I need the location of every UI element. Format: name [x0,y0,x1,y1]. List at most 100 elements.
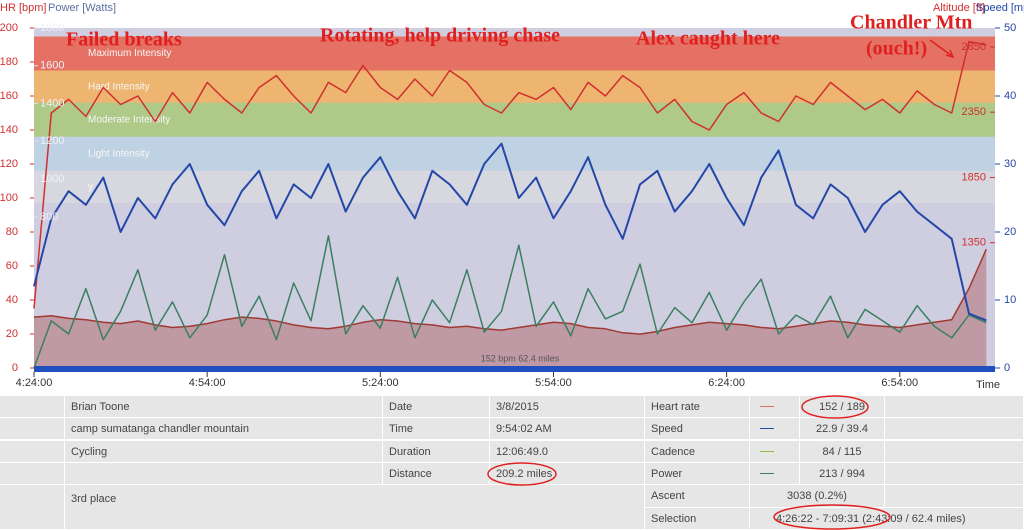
table-cell [885,441,1024,463]
speed-tick-label: 50 [1004,22,1016,34]
table-cell: 213 / 994 [800,463,885,485]
y-tick-label: 20 [6,328,18,340]
y-tick-label: 180 [0,56,18,68]
intensity-zone [34,36,995,71]
y-tick-label: 140 [0,124,18,136]
table-cell [0,485,65,530]
table-cell: Cadence [645,441,750,463]
table-cell [0,441,65,463]
y-tick-label: 100 [0,192,18,204]
table-cell: 22.9 / 39.4 [800,418,885,440]
altitude-fill [34,249,987,368]
power-tick-label: 1400 [40,97,64,109]
table-cell: Brian Toone [65,396,383,418]
table-cell [65,463,383,485]
table-cell: 9:54:02 AM [490,418,645,440]
y-tick-label: 60 [6,260,18,272]
table-cell: Duration [383,441,490,463]
status-label: 152 bpm 62.4 miles [481,353,560,363]
x-tick-label: 4:24:00 [16,377,53,389]
table-cell [0,418,65,440]
table-cell: Heart rate [645,396,750,418]
table-cell: 12:06:49.0 [490,441,645,463]
zone-label: Light Intensity [88,148,150,159]
x-tick-label: 4:54:00 [189,377,226,389]
table-cell [885,485,1024,508]
x-tick-label: 5:54:00 [535,377,572,389]
series-line [33,40,987,309]
intensity-zone [34,102,995,137]
y-tick-label: 80 [6,226,18,238]
altitude-tick-label: 1350 [962,237,986,249]
table-cell [750,396,800,418]
table-cell: camp sumatanga chandler mountain [65,418,383,440]
table-cell: Power [645,463,750,485]
x-axis-bar [34,366,995,372]
legend-line [760,428,774,429]
annotation-arrow [929,39,953,57]
power-tick-label: 1600 [40,60,64,72]
table-cell: Time [383,418,490,440]
speed-tick-label: 20 [1004,226,1016,238]
annotation: Failed breaks [66,29,182,51]
table-cell: Distance [383,463,490,485]
speed-tick-label: 40 [1004,90,1016,102]
table-cell: 4:26:22 - 7:09:31 (2:43:09 / 62.4 miles) [750,508,1024,530]
annotation: Rotating, help driving chase [320,25,560,47]
y-tick-label: 160 [0,90,18,102]
table-cell: 3/8/2015 [490,396,645,418]
series-line [33,235,987,369]
table-cell: Date [383,396,490,418]
table-cell: Ascent [645,485,750,508]
annotation: (ouch!) [866,38,927,60]
table-cell [0,396,65,418]
table-cell: 152 / 189 [800,396,885,418]
table-cell: 3rd place [65,485,645,530]
zone-label: y [88,182,93,193]
table-cell [750,418,800,440]
table-cell [885,418,1024,440]
speed-tick-label: 0 [1004,362,1010,374]
altitude-tick-label: 2850 [962,41,986,53]
speed-tick-label: 30 [1004,158,1016,170]
zone-label: Moderate Intensity [88,114,170,125]
altitude-tick-label: 2350 [962,106,986,118]
annotation: Alex caught here [636,28,780,50]
y-axis-title: HR [bpm] [0,2,46,14]
table-cell: 84 / 115 [800,441,885,463]
intensity-zone [34,136,995,171]
power-tick-label: 800 [40,211,58,223]
table-cell: Cycling [65,441,383,463]
table-cell [750,441,800,463]
legend-line [760,473,774,474]
y-tick-label: 120 [0,158,18,170]
y-tick-label: 200 [0,22,18,34]
legend-line [760,451,774,452]
power-axis-title: Power [Watts] [48,2,116,14]
table-cell: 209.2 miles [490,463,645,485]
table-cell [885,463,1024,485]
x-tick-label: 5:24:00 [362,377,399,389]
x-axis-title: Time [976,379,1000,391]
altitude-axis-title: Altitude [ft] [933,2,985,14]
speed-axis-title: Speed [mph] [976,2,1024,14]
legend-line [760,406,774,407]
series-line [33,142,987,322]
table-cell [885,396,1024,418]
altitude-tick-label: 1850 [962,171,986,183]
power-tick-label: 1800 [40,22,64,34]
speed-tick-label: 10 [1004,294,1016,306]
annotation: Chandler Mtn [850,12,972,34]
table-cell: Speed [645,418,750,440]
chart: Maximum Intensity Hard Intensity Moderate … [0,2,1024,391]
x-tick-label: 6:54:00 [881,377,918,389]
power-tick-label: 1000 [40,173,64,185]
table-cell: Selection [645,508,750,530]
annotation-arrow-head [945,49,955,59]
table-cell: 3038 (0.2%) [750,485,885,508]
power-tick-label: 1200 [40,135,64,147]
y-tick-label: 40 [6,294,18,306]
zone-label: Maximum Intensity [88,48,171,59]
zone-label: Hard Intensity [88,81,150,92]
